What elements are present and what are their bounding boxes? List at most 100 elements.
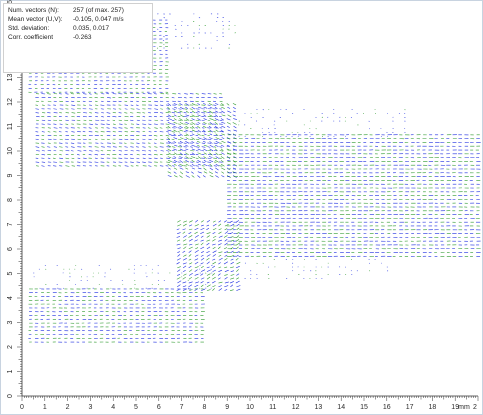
x-tick-label: 2 (473, 404, 477, 411)
vector-arrow (176, 277, 181, 280)
vector-arrow (232, 122, 237, 125)
vector-arrow (230, 227, 234, 231)
vector-arrow (226, 118, 231, 121)
vector-arrow (182, 262, 187, 265)
vector-arrow (124, 138, 129, 140)
vector-arrow (179, 163, 184, 166)
vector-arrow (130, 154, 133, 156)
x-axis-unit: mm (458, 404, 470, 411)
vector-arrow (200, 273, 204, 276)
vector-arrow (136, 142, 140, 144)
vector-arrow (71, 116, 75, 118)
vector-arrow (185, 163, 189, 166)
vector-arrow (230, 254, 235, 257)
vector-arrow (212, 276, 216, 280)
vector-arrow (220, 160, 224, 163)
vector-arrow (229, 220, 233, 223)
vector-arrow (176, 262, 180, 265)
vector-arrow (173, 122, 178, 124)
vector-arrow (179, 118, 183, 121)
vector-arrow (212, 243, 216, 246)
vector-arrow (223, 220, 227, 223)
vector-arrow (172, 108, 176, 110)
vector-arrow (200, 265, 204, 269)
vector-arrow (59, 154, 62, 156)
vector-arrow (177, 127, 182, 129)
vector-arrow (219, 150, 224, 152)
vector-arrow (218, 239, 223, 242)
vector-arrow (209, 175, 214, 178)
vector-arrow (71, 108, 75, 110)
vector-arrow (236, 232, 240, 234)
vector-arrow (236, 235, 240, 238)
vector-arrow (221, 152, 225, 155)
vector-arrow (100, 135, 103, 137)
vector-arrow (177, 280, 182, 284)
vector-arrow (118, 150, 123, 152)
vector-arrow (209, 152, 213, 156)
vector-arrow (227, 114, 232, 118)
vector-arrow (215, 129, 219, 132)
x-tick-label: 1 (43, 404, 47, 411)
vector-arrow (107, 116, 111, 118)
vector-arrow (221, 125, 226, 128)
vector-arrow (235, 246, 239, 250)
vector-arrow (236, 269, 239, 272)
vector-arrow (136, 138, 140, 141)
vector-arrow (153, 135, 158, 137)
vector-arrow (191, 175, 195, 178)
vector-arrow (195, 243, 199, 246)
vector-arrow (195, 219, 199, 223)
vector-arrow (58, 142, 63, 144)
vector-arrow (218, 251, 223, 253)
vector-arrow (167, 103, 172, 106)
vector-arrow (106, 112, 111, 114)
vector-arrow (168, 118, 172, 120)
vector-arrow (141, 150, 146, 152)
vector-arrow (233, 110, 236, 113)
vector-arrow (106, 127, 110, 129)
vector-arrow (182, 228, 186, 231)
vector-arrow (35, 161, 40, 163)
vector-arrow (142, 154, 146, 156)
vector-arrow (236, 242, 241, 246)
vector-arrow (209, 167, 214, 171)
vector-arrow (221, 167, 226, 171)
vector-arrow (70, 150, 74, 152)
vector-arrow (214, 171, 218, 174)
vector-arrow (188, 265, 192, 269)
vector-arrow (166, 161, 171, 163)
vector-arrow (203, 148, 208, 152)
vector-arrow (224, 242, 228, 246)
vector-arrow (41, 131, 45, 133)
x-tick-label: 12 (292, 404, 300, 411)
vector-arrow (182, 258, 187, 261)
vector-arrow (59, 161, 64, 163)
vector-arrow (202, 125, 207, 128)
vector-arrow (206, 254, 211, 257)
vector-arrow (226, 122, 231, 125)
vector-arrow (191, 167, 195, 170)
vector-arrow (118, 154, 122, 156)
vector-arrow (194, 227, 199, 231)
vector-arrow (206, 276, 211, 280)
vector-arrow (214, 122, 219, 125)
vector-arrow (65, 127, 69, 129)
vector-arrow (215, 137, 220, 140)
vector-arrow (213, 97, 218, 99)
vector-arrow (177, 138, 182, 141)
vector-arrow (208, 125, 212, 129)
vector-arrow (159, 135, 163, 137)
vector-arrow (166, 100, 169, 102)
stat-value: 257 (of max. 257) (73, 7, 124, 14)
vector-arrow (177, 224, 182, 227)
x-tick-label: 6 (157, 404, 161, 411)
vector-arrow (209, 160, 214, 163)
vector-arrow (218, 254, 222, 257)
stat-label: Num. vectors (N): (8, 7, 59, 14)
vector-arrow (95, 150, 100, 152)
vector-arrow (112, 165, 117, 167)
vector-arrow (212, 273, 215, 276)
vector-arrow (106, 100, 111, 102)
